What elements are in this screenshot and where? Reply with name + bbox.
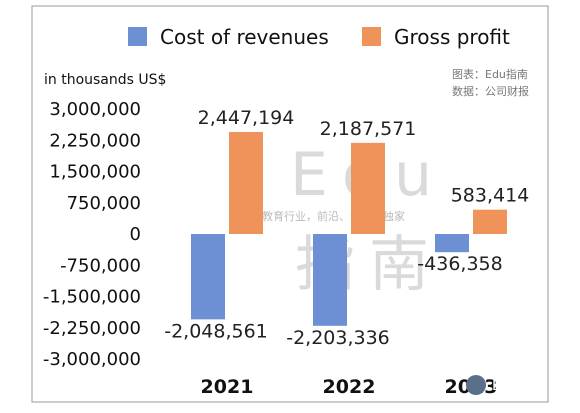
y-tick-label: -2,250,000 xyxy=(43,318,141,339)
y-tick-label: -750,000 xyxy=(60,255,141,276)
y-tick-label: 0 xyxy=(130,224,141,245)
corner-watermark-text: Edu指南 xyxy=(492,378,547,394)
bar-cost-of-revenues-2022 xyxy=(313,234,347,326)
y-axis-unit-label: in thousands US$ xyxy=(44,72,166,88)
bar-cost-of-revenues-2021 xyxy=(191,234,225,320)
source-data-credit: 数据：公司财报 xyxy=(452,84,529,98)
x-axis-categories: 202120222023 xyxy=(201,376,498,398)
bar-cost-of-revenues-2023 xyxy=(435,234,469,253)
y-tick-label: 3,000,000 xyxy=(49,99,141,120)
y-tick-label: 2,250,000 xyxy=(49,130,141,151)
bar-gross-profit-2023 xyxy=(473,209,507,234)
x-category-label: 2021 xyxy=(201,376,254,398)
bars xyxy=(191,132,507,326)
data-label: -2,203,336 xyxy=(286,327,390,349)
source-chart-credit: 图表：Edu指南 xyxy=(452,67,528,81)
legend-swatch-cost-of-revenues xyxy=(128,27,147,46)
y-axis-ticks: 3,000,000 2,250,000 1,500,000 750,000 0 -750,… xyxy=(43,99,141,370)
legend: Cost of revenues Gross profit xyxy=(128,25,510,49)
data-label: 583,414 xyxy=(451,185,530,207)
data-labels: -2,048,561 2,447,194 -2,203,336 2,187,571 -4… xyxy=(164,107,529,349)
y-tick-label: 1,500,000 xyxy=(49,162,141,183)
y-tick-label: -3,000,000 xyxy=(43,349,141,370)
legend-swatch-gross-profit xyxy=(362,27,381,46)
data-label: -436,358 xyxy=(417,253,502,275)
corner-watermark: Edu指南 xyxy=(466,375,547,395)
legend-label-cost-of-revenues: Cost of revenues xyxy=(160,25,329,49)
y-tick-label: -1,500,000 xyxy=(43,287,141,308)
data-label: 2,187,571 xyxy=(320,118,417,140)
y-tick-label: 750,000 xyxy=(67,193,141,214)
x-category-label: 2022 xyxy=(323,376,376,398)
chart-frame xyxy=(31,5,549,403)
data-label: 2,447,194 xyxy=(198,107,295,129)
legend-label-gross-profit: Gross profit xyxy=(394,25,510,49)
wechat-icon xyxy=(466,375,486,395)
bar-gross-profit-2022 xyxy=(351,142,385,234)
data-label: -2,048,561 xyxy=(164,320,268,342)
bar-gross-profit-2021 xyxy=(229,132,263,234)
